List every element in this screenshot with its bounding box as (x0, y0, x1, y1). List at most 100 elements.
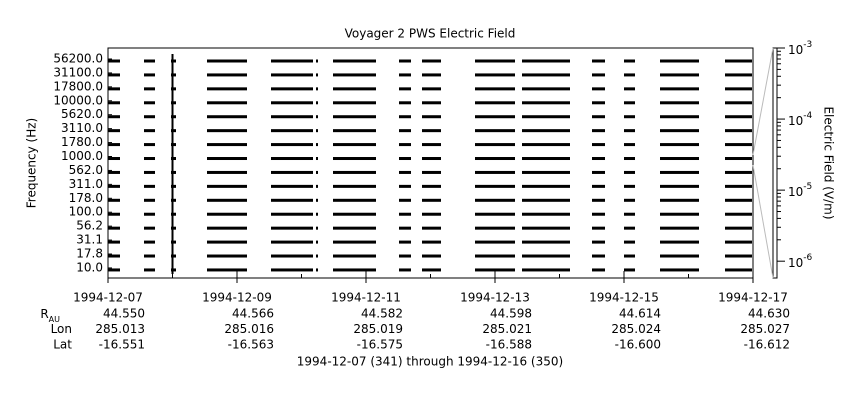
channel-stripe (316, 73, 318, 77)
y2-tick-label: 10-5 (788, 182, 812, 199)
channel-stripe (399, 226, 411, 230)
channel-stripe (271, 184, 313, 188)
channel-stripe (624, 101, 635, 105)
channel-stripe (592, 157, 605, 161)
channel-stripe (271, 240, 313, 244)
y-tick-label: 31100.0 (53, 65, 103, 79)
x-tick-label: 1994-12-17 (718, 291, 788, 305)
channel-stripe (624, 198, 635, 202)
channel-stripe (422, 170, 441, 174)
channel-stripe (422, 157, 441, 161)
channel-stripe (725, 115, 752, 119)
channel-stripe (475, 101, 515, 105)
channel-stripe (592, 268, 605, 272)
ephemeris-value: 44.550 (103, 307, 145, 321)
y2-tick-base: 10 (788, 185, 803, 199)
channel-stripe (333, 226, 376, 230)
channel-stripe (399, 240, 411, 244)
y-tick-label: 562.0 (69, 163, 103, 177)
channel-stripe (725, 101, 752, 105)
channel-stripe (725, 198, 752, 202)
y-tick-label: 10000.0 (53, 93, 103, 107)
channel-stripe (725, 268, 752, 272)
channel-stripe (624, 59, 635, 63)
channel-stripe (144, 59, 155, 63)
channel-stripe (660, 170, 699, 174)
channel-stripe (475, 73, 515, 77)
channel-stripe (399, 59, 411, 63)
channel-stripe (624, 170, 635, 174)
colorbar-connector (752, 164, 774, 279)
channel-stripe (475, 198, 515, 202)
y2-tick-exponent: -4 (803, 111, 812, 121)
channel-stripe (660, 184, 699, 188)
y2-tick-exponent: -3 (803, 40, 812, 50)
channel-stripe (624, 157, 635, 161)
channel-stripe (660, 226, 699, 230)
channel-stripe (399, 115, 411, 119)
y-tick-label: 17.8 (76, 247, 103, 261)
channel-stripe (144, 240, 155, 244)
y2-tick-base: 10 (788, 256, 803, 270)
channel-stripe (660, 268, 699, 272)
channel-stripe (399, 212, 411, 216)
channel-stripe (333, 212, 376, 216)
channel-stripe (144, 198, 155, 202)
channel-stripe (660, 59, 699, 63)
channel-stripe (475, 129, 515, 133)
channel-stripe (144, 101, 155, 105)
ephemeris-value: 44.598 (490, 307, 532, 321)
channel-stripe (144, 73, 155, 77)
channel-stripe (108, 170, 120, 174)
ephemeris-value: 285.027 (740, 322, 790, 336)
channel-stripe (725, 59, 752, 63)
channel-stripe (624, 240, 635, 244)
ephemeris-value: 44.614 (619, 307, 661, 321)
channel-stripe (271, 268, 313, 272)
channel-stripe (333, 143, 376, 147)
channel-stripe (333, 87, 376, 91)
channel-stripe (316, 212, 318, 216)
channel-stripe (316, 157, 318, 161)
channel-stripe (660, 129, 699, 133)
channel-stripe (660, 254, 699, 258)
channel-stripe (333, 240, 376, 244)
channel-stripe (475, 240, 515, 244)
channel-stripe (271, 212, 313, 216)
channel-stripe (522, 59, 570, 63)
channel-stripe (422, 240, 441, 244)
channel-stripe (660, 101, 699, 105)
channel-stripe (316, 254, 318, 258)
channel-stripe (271, 198, 313, 202)
x-tick-label: 1994-12-07 (73, 291, 143, 305)
channel-stripe (522, 198, 570, 202)
y-tick-label: 1000.0 (61, 149, 103, 163)
channel-stripe (271, 73, 313, 77)
ephemeris-value: 44.582 (361, 307, 403, 321)
channel-stripe (475, 143, 515, 147)
channel-stripe (207, 184, 247, 188)
channel-stripe (725, 129, 752, 133)
channel-stripe (399, 184, 411, 188)
channel-stripe (725, 157, 752, 161)
channel-stripe (144, 129, 155, 133)
channel-stripe (624, 212, 635, 216)
channel-stripe (207, 240, 247, 244)
y-tick-label: 5620.0 (61, 107, 103, 121)
y-tick-label: 311.0 (69, 177, 103, 191)
y-axis-label: Frequency (Hz) (25, 118, 39, 209)
channel-stripe (316, 115, 318, 119)
channel-stripe (207, 170, 247, 174)
y-tick-label: 31.1 (76, 233, 103, 247)
channel-stripe (333, 101, 376, 105)
channel-stripe (271, 101, 313, 105)
ephemeris-value: -16.600 (615, 338, 661, 352)
ephemeris-value: 285.016 (224, 322, 274, 336)
channel-stripe (316, 129, 318, 133)
channel-stripe (207, 268, 247, 272)
channel-stripe (271, 87, 313, 91)
channel-stripe (316, 268, 318, 272)
channel-stripe (422, 143, 441, 147)
channel-stripe (399, 268, 411, 272)
